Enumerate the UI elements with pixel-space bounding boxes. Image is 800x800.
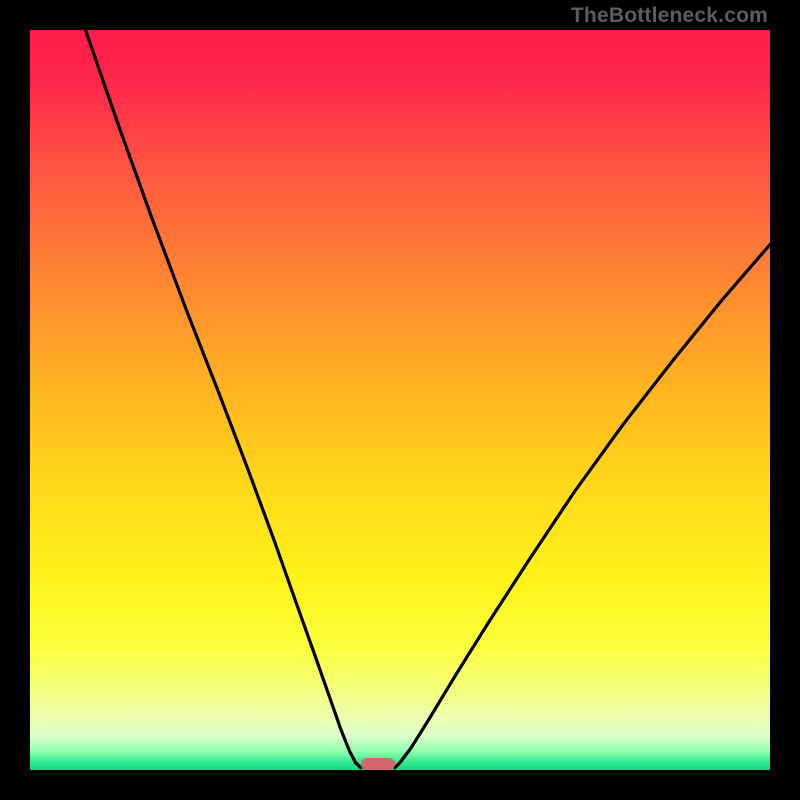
bottom-marker xyxy=(361,758,395,770)
watermark-text: TheBottleneck.com xyxy=(571,4,768,28)
plot-area xyxy=(30,30,770,770)
curve-layer xyxy=(30,30,770,770)
chart-frame: TheBottleneck.com xyxy=(0,0,800,800)
curve-left-branch xyxy=(86,30,361,768)
curve-right-branch xyxy=(395,245,770,768)
